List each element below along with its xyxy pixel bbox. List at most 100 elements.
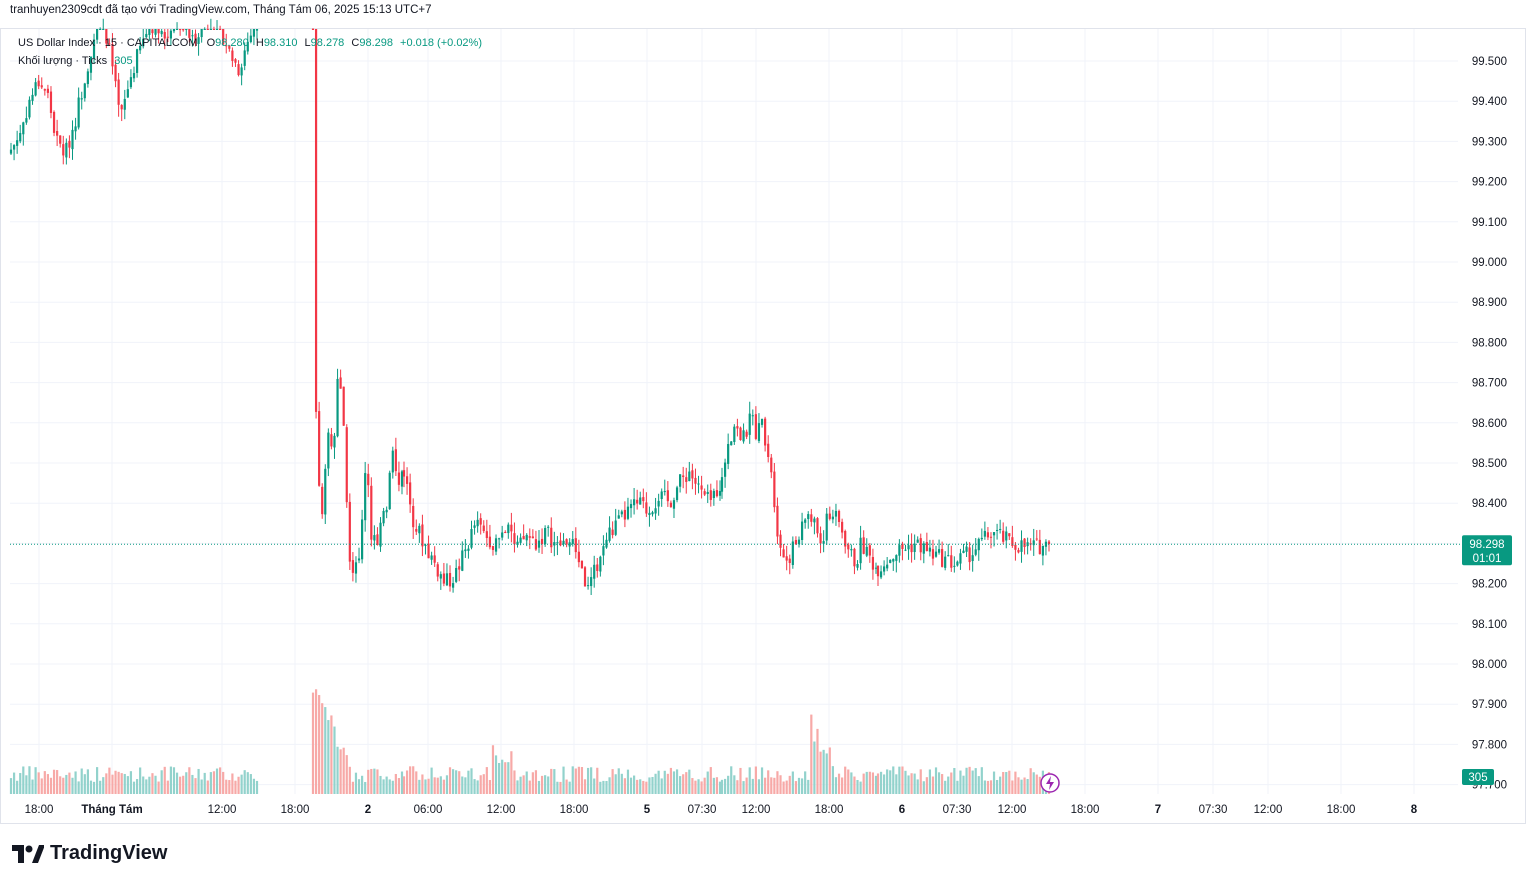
- candle-body: [599, 556, 602, 572]
- volume-bar: [439, 776, 442, 794]
- candle-body: [879, 571, 883, 578]
- last-volume-badge: [1462, 769, 1494, 785]
- candle-body: [577, 551, 580, 563]
- volume-bar: [556, 781, 559, 794]
- candle-body: [476, 519, 479, 527]
- volume-bar: [672, 771, 676, 794]
- candle-body: [485, 531, 488, 539]
- candle-body: [617, 515, 620, 519]
- volume-bar: [742, 781, 745, 794]
- candle-body: [200, 29, 203, 38]
- candle-body: [559, 540, 562, 546]
- volume-bar: [108, 767, 111, 794]
- volume-bar: [185, 772, 188, 794]
- candle-body: [844, 531, 847, 547]
- candle-body: [813, 518, 816, 523]
- candle-body: [773, 471, 776, 508]
- volume-bar: [895, 774, 898, 794]
- volume-bar: [43, 771, 46, 794]
- volume-bar: [219, 767, 222, 794]
- volume-bar: [405, 770, 409, 794]
- candle-body: [52, 111, 56, 133]
- candle-body: [234, 59, 237, 63]
- volume-bar: [593, 778, 596, 794]
- volume-bar: [586, 767, 590, 794]
- volume-bar: [83, 774, 86, 794]
- tradingview-logo: TradingView: [12, 842, 167, 865]
- time-tick-label: 12:00: [998, 804, 1027, 816]
- volume-bar: [157, 781, 160, 794]
- volume-bar: [706, 771, 709, 794]
- volume-bar: [9, 778, 13, 794]
- candle-body: [154, 29, 157, 35]
- volume-bar: [934, 767, 938, 794]
- candle-body: [22, 122, 25, 135]
- price-tick-label: 97.800: [1472, 739, 1507, 751]
- volume-bar: [436, 777, 439, 794]
- candle-body: [807, 514, 810, 520]
- candle-body: [451, 583, 455, 588]
- volume-bar: [19, 773, 22, 794]
- candle-body: [16, 140, 19, 146]
- candle-body: [102, 29, 105, 30]
- candle-body: [709, 490, 712, 500]
- volume-bar: [675, 769, 679, 794]
- candle-body: [794, 539, 798, 545]
- volume-bar: [424, 779, 427, 794]
- candle-body: [46, 88, 49, 93]
- volume-bar: [883, 774, 886, 794]
- candle-body: [797, 539, 801, 545]
- candle-body: [980, 537, 983, 540]
- volume-bar: [547, 776, 550, 794]
- chart-frame[interactable]: [0, 28, 1526, 824]
- candle-body: [249, 35, 252, 43]
- volume-bar: [430, 767, 433, 794]
- candle-body: [682, 475, 685, 478]
- candle-body: [467, 548, 470, 551]
- candle-body: [834, 510, 838, 517]
- candle-body: [629, 504, 633, 509]
- candle-body: [430, 555, 433, 560]
- last-volume-label: 305: [1468, 772, 1487, 784]
- volume-label[interactable]: Khối lượng · Ticks: [18, 55, 108, 67]
- candle-body: [357, 558, 361, 561]
- volume-bar: [889, 770, 892, 794]
- candle-body: [590, 577, 593, 587]
- candle-body: [565, 539, 568, 545]
- volume-bar: [559, 781, 562, 794]
- volume-bar: [166, 780, 169, 794]
- price-tick-label: 98.900: [1472, 297, 1507, 309]
- volume-bar: [715, 777, 719, 794]
- candle-body: [825, 513, 828, 541]
- volume-bar: [669, 767, 673, 794]
- volume-bars: [9, 689, 1051, 794]
- candle-body: [819, 533, 822, 544]
- symbol-title[interactable]: US Dollar Index · 15 · CAPITALCOM: [18, 37, 198, 49]
- candle-body: [804, 519, 807, 523]
- time-tick-label: 8: [1411, 804, 1418, 816]
- candle-body: [1041, 545, 1044, 556]
- candle-body: [800, 521, 804, 540]
- candle-body: [59, 135, 62, 144]
- candle-body: [237, 64, 240, 76]
- candle-body: [901, 543, 904, 549]
- countdown-label: 01:01: [1473, 553, 1502, 565]
- volume-bar: [222, 771, 225, 794]
- volume-bar: [608, 777, 611, 794]
- volume-bar: [754, 766, 757, 794]
- volume-bar: [28, 766, 31, 794]
- candle-body: [614, 520, 617, 535]
- volume-bar: [361, 775, 364, 794]
- candle-body: [351, 560, 354, 573]
- candle-body: [219, 29, 222, 30]
- volume-bar: [651, 776, 654, 794]
- volume-bar: [172, 767, 176, 794]
- candle-body: [691, 470, 694, 479]
- volume-bar: [739, 767, 742, 794]
- volume-bar: [415, 771, 418, 794]
- volume-bar: [868, 771, 871, 794]
- volume-bar: [318, 695, 321, 794]
- candle-body: [965, 546, 968, 552]
- candle-body: [892, 559, 895, 562]
